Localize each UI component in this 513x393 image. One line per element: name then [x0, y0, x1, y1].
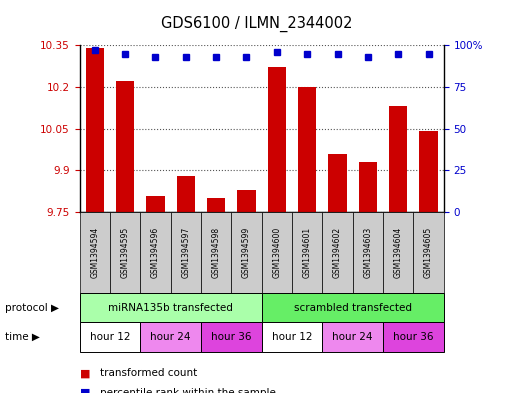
Text: GSM1394595: GSM1394595 — [121, 227, 130, 278]
Bar — [420, 132, 438, 212]
Bar — [146, 195, 165, 212]
Text: miRNA135b transfected: miRNA135b transfected — [108, 303, 233, 312]
Text: GSM1394603: GSM1394603 — [363, 227, 372, 278]
Text: time ▶: time ▶ — [5, 332, 40, 342]
Bar — [389, 107, 407, 212]
Text: GSM1394604: GSM1394604 — [393, 227, 403, 278]
Text: percentile rank within the sample: percentile rank within the sample — [100, 388, 276, 393]
Text: GSM1394596: GSM1394596 — [151, 227, 160, 278]
Text: GSM1394597: GSM1394597 — [181, 227, 190, 278]
Text: GSM1394601: GSM1394601 — [303, 227, 312, 278]
Bar — [176, 176, 195, 212]
Text: GSM1394600: GSM1394600 — [272, 227, 281, 278]
Bar — [268, 68, 286, 212]
Text: GSM1394605: GSM1394605 — [424, 227, 433, 278]
Bar — [116, 81, 134, 212]
Text: GSM1394594: GSM1394594 — [90, 227, 99, 278]
Bar — [238, 190, 255, 212]
Text: GSM1394599: GSM1394599 — [242, 227, 251, 278]
Text: hour 36: hour 36 — [211, 332, 251, 342]
Bar — [86, 48, 104, 212]
Text: protocol ▶: protocol ▶ — [5, 303, 59, 312]
Text: transformed count: transformed count — [100, 368, 198, 378]
Text: scrambled transfected: scrambled transfected — [293, 303, 412, 312]
Text: hour 12: hour 12 — [90, 332, 130, 342]
Text: ■: ■ — [80, 368, 90, 378]
Text: GSM1394602: GSM1394602 — [333, 227, 342, 278]
Text: GSM1394598: GSM1394598 — [211, 227, 221, 278]
Bar — [328, 154, 347, 212]
Text: GDS6100 / ILMN_2344002: GDS6100 / ILMN_2344002 — [161, 16, 352, 32]
Text: ■: ■ — [80, 388, 90, 393]
Bar — [359, 162, 377, 212]
Bar — [298, 87, 316, 212]
Text: hour 24: hour 24 — [332, 332, 373, 342]
Text: hour 12: hour 12 — [272, 332, 312, 342]
Text: hour 24: hour 24 — [150, 332, 191, 342]
Text: hour 36: hour 36 — [393, 332, 433, 342]
Bar — [207, 198, 225, 212]
